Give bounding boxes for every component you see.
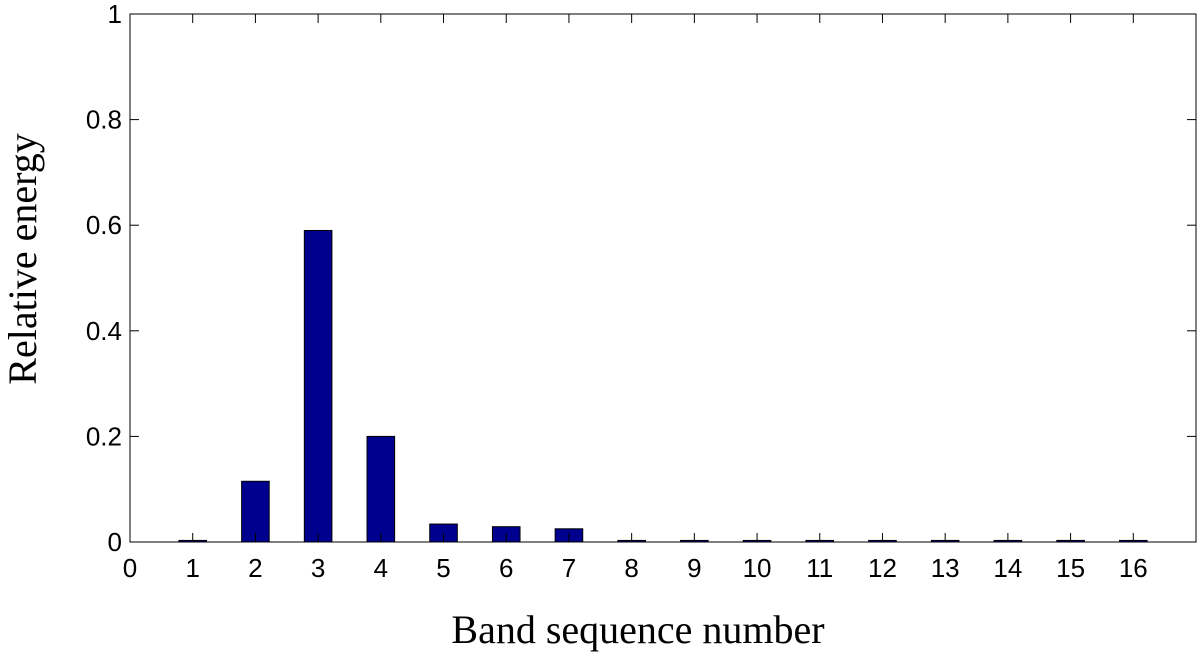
y-axis-title: Relative energy bbox=[0, 133, 45, 384]
x-tick-label: 16 bbox=[1119, 553, 1148, 583]
y-tick-label: 0.6 bbox=[86, 210, 122, 240]
x-tick-label: 0 bbox=[123, 553, 137, 583]
x-tick-label: 8 bbox=[624, 553, 638, 583]
x-tick-label: 12 bbox=[868, 553, 897, 583]
y-tick-label: 0.2 bbox=[86, 421, 122, 451]
x-tick-label: 5 bbox=[436, 553, 450, 583]
x-tick-label: 4 bbox=[374, 553, 388, 583]
x-tick-label: 15 bbox=[1056, 553, 1085, 583]
bar-3 bbox=[303, 229, 333, 543]
x-tick-label: 13 bbox=[931, 553, 960, 583]
x-tick-label: 9 bbox=[687, 553, 701, 583]
x-tick-label: 1 bbox=[185, 553, 199, 583]
x-tick-label: 10 bbox=[743, 553, 772, 583]
x-tick-label: 14 bbox=[993, 553, 1022, 583]
bar-2 bbox=[241, 480, 270, 543]
y-tick-label: 0.4 bbox=[86, 316, 122, 346]
x-tick-label: 2 bbox=[248, 553, 262, 583]
plot-frame bbox=[129, 13, 1197, 543]
y-axis-ticks: 0 0.2 0.4 0.6 0.8 1 bbox=[86, 0, 1196, 557]
x-tick-label: 6 bbox=[499, 553, 513, 583]
x-tick-label: 7 bbox=[562, 553, 576, 583]
y-tick-label: 1 bbox=[108, 0, 122, 29]
x-tick-label: 11 bbox=[806, 553, 833, 583]
plot-area-border bbox=[129, 13, 1197, 543]
x-tick-label: 3 bbox=[311, 553, 325, 583]
bars bbox=[178, 229, 1148, 543]
bar-4 bbox=[366, 435, 396, 543]
y-tick-label: 0.8 bbox=[86, 105, 122, 135]
y-tick-label: 0 bbox=[108, 527, 122, 557]
x-axis-ticks: 0 1 2 3 4 5 6 7 8 9 10 11 12 13 14 15 16 bbox=[123, 14, 1148, 583]
x-axis-title: Band sequence number bbox=[451, 607, 824, 652]
